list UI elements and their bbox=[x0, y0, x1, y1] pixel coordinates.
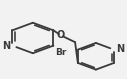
Text: O: O bbox=[57, 30, 65, 40]
Text: Br: Br bbox=[55, 47, 67, 56]
Text: N: N bbox=[116, 44, 124, 54]
Text: N: N bbox=[2, 41, 10, 51]
